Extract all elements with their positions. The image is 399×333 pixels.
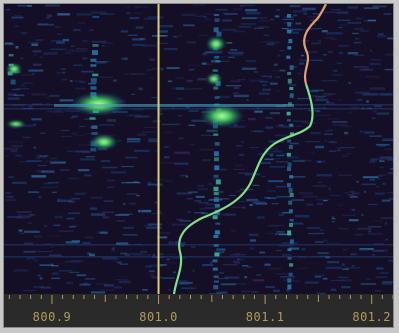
waterfall-background — [4, 4, 393, 294]
axis-tick-label: 801.2 — [352, 310, 391, 324]
frequency-axis-bar — [4, 294, 393, 327]
frequency-axis-ticks — [8, 295, 393, 304]
axis-tick-label: 801.0 — [139, 310, 178, 324]
signal-blobs — [6, 14, 294, 298]
axis-tick-label: 801.1 — [245, 310, 285, 324]
axis-tick-label: 800.9 — [32, 310, 72, 324]
waterfall-display[interactable]: 800.9 801.0 801.1 801.2 — [3, 3, 394, 328]
spectrum-trace-upper — [303, 4, 327, 85]
waterfall-spectrogram[interactable] — [4, 4, 393, 327]
noise-texture — [4, 4, 393, 296]
spectrum-trace — [172, 83, 314, 295]
